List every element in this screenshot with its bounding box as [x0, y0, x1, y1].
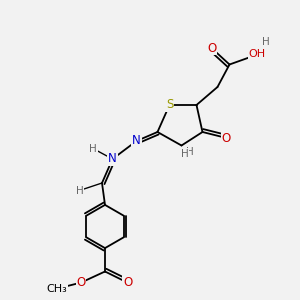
Text: O: O [222, 131, 231, 145]
Text: H: H [76, 185, 83, 196]
Text: S: S [166, 98, 173, 112]
Text: O: O [207, 41, 216, 55]
Text: N: N [108, 152, 117, 166]
Text: H: H [186, 147, 194, 157]
Text: CH₃: CH₃ [46, 284, 68, 294]
Text: O: O [123, 276, 132, 289]
Text: H: H [181, 149, 188, 159]
Text: N: N [132, 134, 141, 148]
Text: O: O [76, 276, 85, 289]
Text: H: H [89, 143, 97, 154]
Text: OH: OH [248, 49, 266, 59]
Text: H: H [262, 37, 269, 47]
